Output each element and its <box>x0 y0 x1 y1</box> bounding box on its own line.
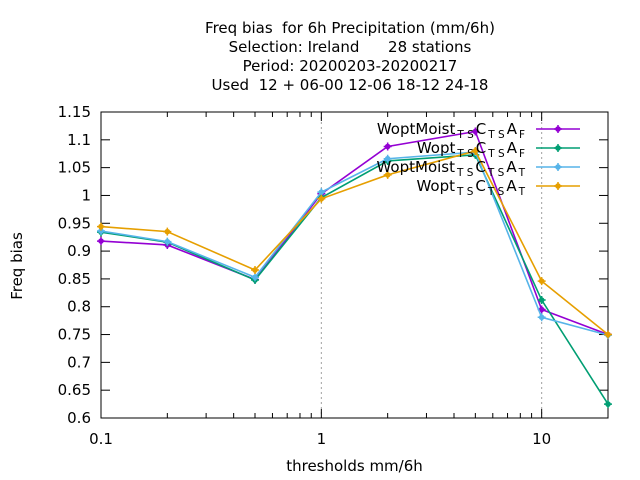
title-line-1: Freq bias for 6h Precipitation (mm/6h) <box>205 19 495 37</box>
y-axis-label: Freq bias <box>8 232 26 300</box>
y-tick-label: 0.75 <box>58 326 91 344</box>
title-line-3: Period: 20200203-20200217 <box>243 57 458 75</box>
series-1 <box>97 127 612 339</box>
data-point-dot <box>252 267 258 273</box>
chart-title: Freq bias for 6h Precipitation (mm/6h)Se… <box>205 19 495 94</box>
data-point-dot <box>384 143 391 150</box>
data-point-dot <box>98 228 104 234</box>
title-line-2: Selection: Ireland 28 stations <box>229 38 472 56</box>
plot-frame <box>100 111 609 419</box>
x-axis-label: thresholds mm/6h <box>286 457 423 475</box>
data-point-dot <box>538 314 545 321</box>
data-point-dot <box>538 306 545 313</box>
series-3 <box>97 148 612 340</box>
y-tick-label: 1.05 <box>58 159 91 177</box>
data-point-dot <box>98 238 104 244</box>
series-2 <box>97 150 612 409</box>
y-tick-label: 1.15 <box>58 103 91 121</box>
y-tick-label: 0.6 <box>67 409 91 427</box>
title-line-4: Used 12 + 06-00 12-06 18-12 24-18 <box>212 76 489 94</box>
data-point-dot <box>164 228 171 235</box>
y-tick-label: 1 <box>81 186 91 204</box>
y-axis-ticks: 0.6 0.65 0.7 0.75 0.8 0.85 0.9 0.95 1 1.05 1.1 1.15 <box>58 103 608 427</box>
y-tick-label: 0.65 <box>58 381 91 399</box>
series-line-3 <box>100 151 609 336</box>
data-point-dot <box>605 331 611 338</box>
x-tick-label: 1 <box>317 430 327 448</box>
legend-marker-dot <box>555 183 561 189</box>
y-tick-label: 0.8 <box>67 298 91 316</box>
data-point-dot <box>384 155 391 162</box>
series-4 <box>97 146 612 339</box>
data-point-dot <box>472 148 479 154</box>
data-point-dot <box>164 238 171 245</box>
y-tick-label: 1.1 <box>67 131 91 149</box>
data-point-dot <box>318 189 325 195</box>
grid-lines <box>320 112 543 418</box>
data-point-dot <box>605 401 611 407</box>
data-point-dot <box>538 278 545 284</box>
data-point-dot <box>252 274 258 281</box>
x-tick-label: 0.1 <box>89 430 113 448</box>
data-point-dot <box>384 172 391 178</box>
data-point-dot <box>318 195 325 202</box>
data-point-dot <box>98 223 104 230</box>
x-tick-label: 10 <box>532 430 551 448</box>
y-tick-label: 0.95 <box>58 214 91 232</box>
data-point-dot <box>472 128 479 135</box>
legend-marker-dot <box>555 164 561 170</box>
legend-marker-dot <box>555 126 561 132</box>
series-line-4 <box>100 150 609 336</box>
x-axis-ticks: 0.1 1 10 <box>89 112 551 448</box>
series-line-1 <box>100 130 609 336</box>
data-point-dot <box>538 297 545 303</box>
y-tick-label: 0.7 <box>67 353 91 371</box>
data-series <box>97 127 612 409</box>
y-tick-label: 0.85 <box>58 270 91 288</box>
series-line-2 <box>100 154 609 405</box>
legend-marker-dot <box>555 145 561 151</box>
y-tick-label: 0.9 <box>67 242 91 260</box>
